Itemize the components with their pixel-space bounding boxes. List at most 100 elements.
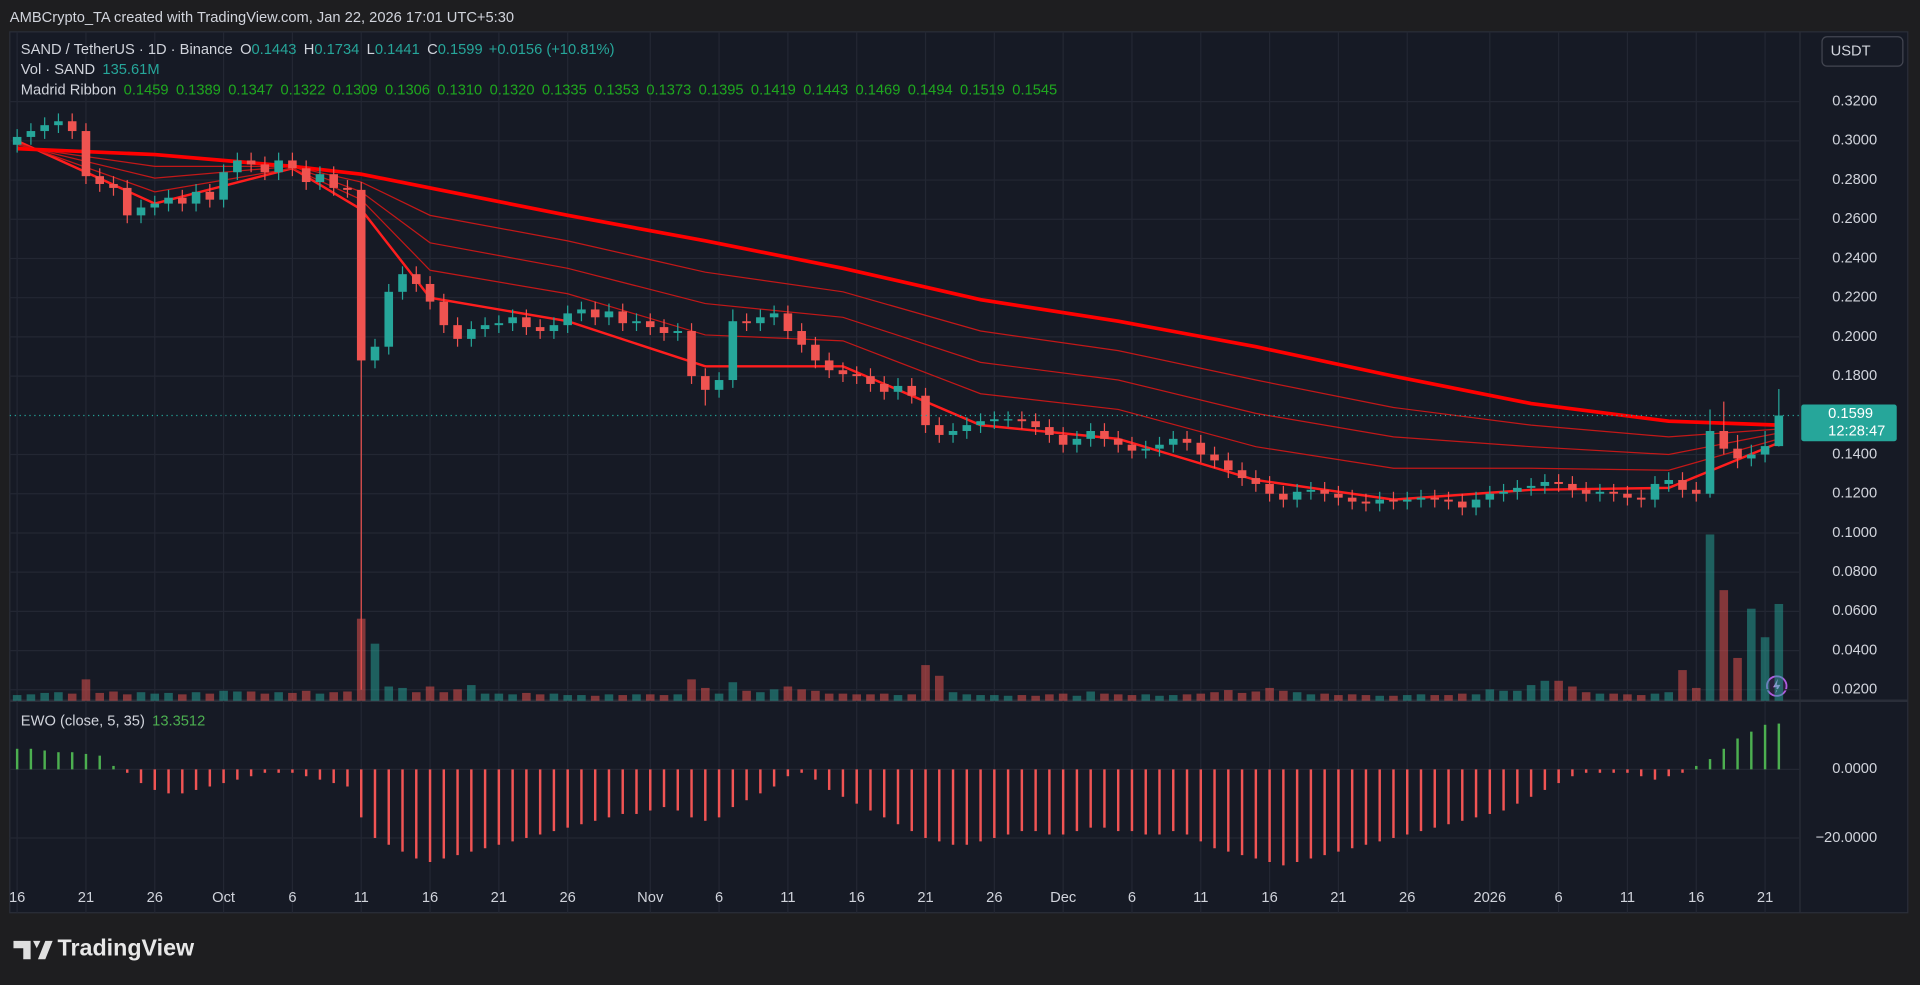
volume-bar — [109, 691, 118, 701]
legend-title: SAND / TetherUS · 1D · Binance — [21, 42, 233, 58]
volume-bar — [1499, 690, 1508, 701]
ohlc-value: 0.1734 — [314, 42, 359, 58]
ewo-title: EWO (close, 5, 35) — [21, 713, 145, 729]
y-tick-label: 0.1400 — [1832, 446, 1877, 462]
volume-bar — [1306, 694, 1316, 701]
button-label[interactable]: USDT — [1831, 43, 1871, 59]
volume-bar — [701, 687, 710, 701]
volume-bar — [1636, 695, 1646, 701]
candle-body — [783, 313, 793, 332]
ohlc-label: L — [367, 42, 375, 58]
x-tick-label: 6 — [288, 890, 296, 906]
volume-bar — [783, 686, 793, 701]
ribbon-value: 0.1459 — [124, 83, 169, 99]
candle-body — [1100, 431, 1109, 439]
volume-bar — [742, 690, 751, 701]
volume-bar — [1444, 695, 1453, 701]
volume-bar — [866, 694, 875, 701]
y-tick-label: 0.1000 — [1832, 525, 1877, 541]
candle-body — [329, 174, 338, 188]
candle-body — [246, 160, 256, 165]
x-tick-label: 6 — [715, 890, 723, 906]
volume-bar — [288, 692, 297, 701]
volume-bar — [1237, 692, 1247, 701]
volume-bar — [1691, 687, 1701, 701]
x-tick-label: 21 — [1330, 890, 1346, 906]
candle-body — [1279, 493, 1288, 500]
ribbon-line — [17, 146, 1779, 438]
y-tick-label: 0.0400 — [1832, 642, 1877, 658]
x-tick-label: 26 — [147, 890, 163, 906]
volume-bar — [205, 693, 215, 701]
volume-bar — [1113, 694, 1123, 701]
volume-bar — [1155, 695, 1164, 701]
candle-body — [645, 321, 655, 328]
volume-bar — [1086, 691, 1095, 701]
candle-body — [879, 383, 889, 392]
candle-body — [480, 325, 490, 330]
candle-body — [508, 317, 517, 324]
x-tick-label: Dec — [1050, 890, 1076, 906]
candle-body — [40, 125, 49, 132]
volume-bar — [1733, 657, 1742, 701]
volume-bar — [122, 694, 132, 701]
x-tick-label: 26 — [1399, 890, 1415, 906]
candle-body — [1513, 487, 1522, 492]
volume-bar — [1526, 685, 1536, 701]
y-tick-label: 0.2000 — [1832, 329, 1877, 345]
currency-button[interactable]: USDT — [1821, 36, 1904, 67]
volume-bar — [1650, 693, 1660, 701]
candle-body — [1430, 497, 1440, 500]
candle-body — [467, 329, 476, 339]
volume-bar — [1485, 689, 1495, 701]
volume-bar — [1402, 695, 1412, 701]
x-tick-label: 26 — [986, 890, 1002, 906]
y-tick-label: 0.0600 — [1832, 603, 1877, 619]
candle-body — [1623, 493, 1632, 498]
candle-body — [1292, 491, 1302, 500]
volume-bar — [1127, 695, 1137, 701]
candle-body — [976, 421, 985, 426]
volume-bar — [1265, 687, 1274, 701]
candle-body — [921, 395, 930, 426]
x-tick-label: 6 — [1555, 890, 1563, 906]
candle-body — [1155, 444, 1164, 449]
candle-body — [1650, 483, 1660, 500]
y-tick-label: 0.0200 — [1832, 682, 1877, 698]
candle-body — [301, 168, 311, 183]
volume-bar — [1513, 690, 1522, 701]
candle-body — [1320, 489, 1329, 494]
candle-body — [1540, 481, 1550, 486]
ribbon-value: 0.1309 — [333, 83, 378, 99]
candle-body — [893, 385, 903, 392]
ribbon-value: 0.1545 — [1012, 83, 1057, 99]
ribbon-value: 0.1469 — [855, 83, 900, 99]
volume-bar — [1609, 693, 1618, 701]
ribbon-value: 0.1389 — [176, 83, 221, 99]
volume-bar — [1182, 694, 1192, 701]
candle-body — [990, 419, 999, 422]
x-tick-label: Nov — [637, 890, 664, 906]
volume-bar — [797, 689, 806, 701]
volume-bar — [398, 687, 407, 701]
volume-bar — [1568, 686, 1577, 701]
volume-bar — [136, 692, 146, 701]
x-tick-label: 21 — [78, 890, 94, 906]
candle-body — [1678, 480, 1687, 490]
volume-title: Vol · SAND — [21, 62, 95, 78]
candle-body — [425, 283, 435, 302]
candle-body — [233, 160, 242, 173]
volume-bar — [1664, 692, 1674, 701]
candle-body — [1402, 499, 1412, 502]
candle-body — [1705, 431, 1715, 494]
logo-icon — [13, 940, 53, 960]
candle-body — [797, 331, 806, 345]
ribbon-value: 0.1320 — [490, 83, 535, 99]
candle-body — [838, 370, 848, 375]
volume-bar — [1416, 694, 1426, 701]
candle-body — [1168, 438, 1178, 445]
volume-bar — [439, 692, 449, 701]
legend-ewo: EWO (close, 5, 35) 13.3512 — [21, 713, 205, 729]
candle-body — [122, 187, 132, 216]
